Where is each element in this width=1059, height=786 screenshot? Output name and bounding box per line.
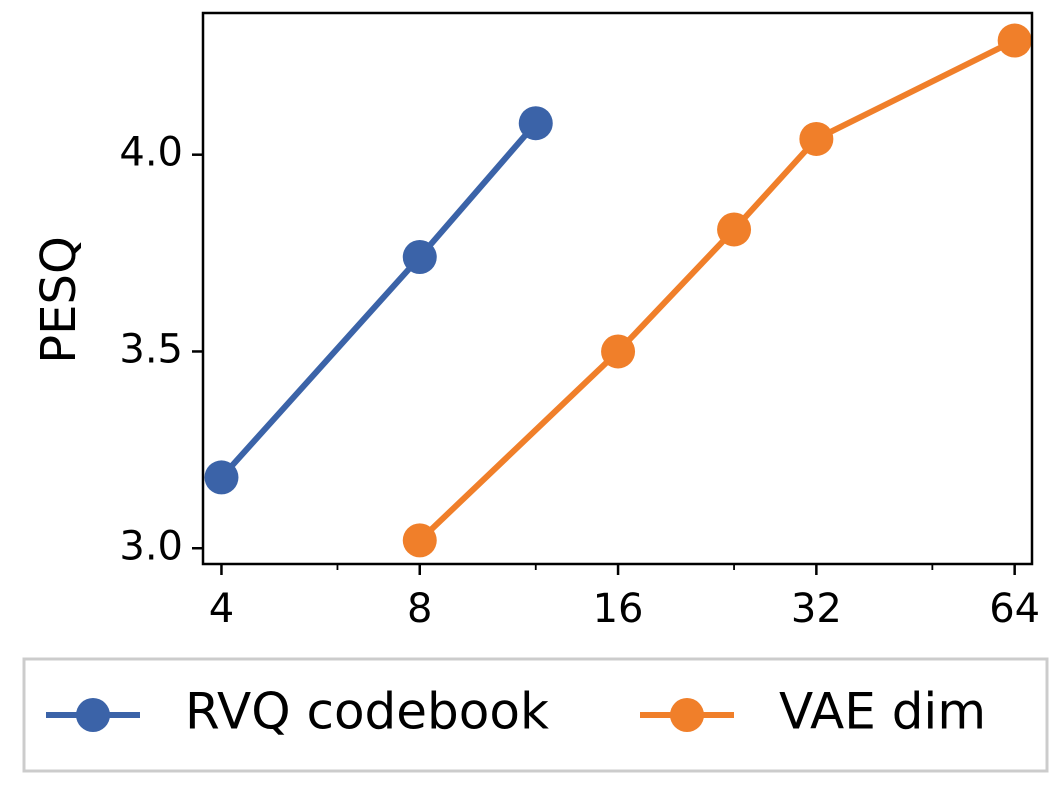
x-tick-label: 16 [593,586,644,632]
legend-label-rvq-codebook: RVQ codebook [185,683,549,741]
legend-label-vae-dim: VAE dim [779,683,986,741]
legend: RVQ codebook VAE dim [22,657,1049,773]
x-axis-ticks: 4 8 16 32 64 [209,564,1040,632]
x-tick-label: 32 [791,586,842,632]
data-point-1-0 [402,523,437,558]
x-tick-label: 4 [209,586,234,632]
x-tick-label: 64 [989,586,1040,632]
y-axis-ticks: 3.0 3.5 4.0 [119,130,203,569]
data-point-0-0 [204,460,239,495]
data-point-0-2 [518,106,553,141]
y-axis-title: PESQ [31,236,87,364]
data-point-1-3 [799,121,834,156]
data-point-0-1 [402,240,437,275]
data-point-1-1 [601,334,636,369]
plot-frame [201,11,1034,566]
data-point-1-2 [717,212,752,247]
y-tick-label: 4.0 [119,130,183,176]
series-layer [204,23,1032,558]
legend-frame [22,657,1049,773]
x-tick-label: 8 [407,586,432,632]
legend-marker-vae-dim [670,698,704,732]
y-tick-label: 3.0 [119,523,183,569]
data-point-1-4 [997,23,1032,58]
y-tick-label: 3.5 [119,326,183,372]
legend-marker-rvq-codebook [76,698,110,732]
